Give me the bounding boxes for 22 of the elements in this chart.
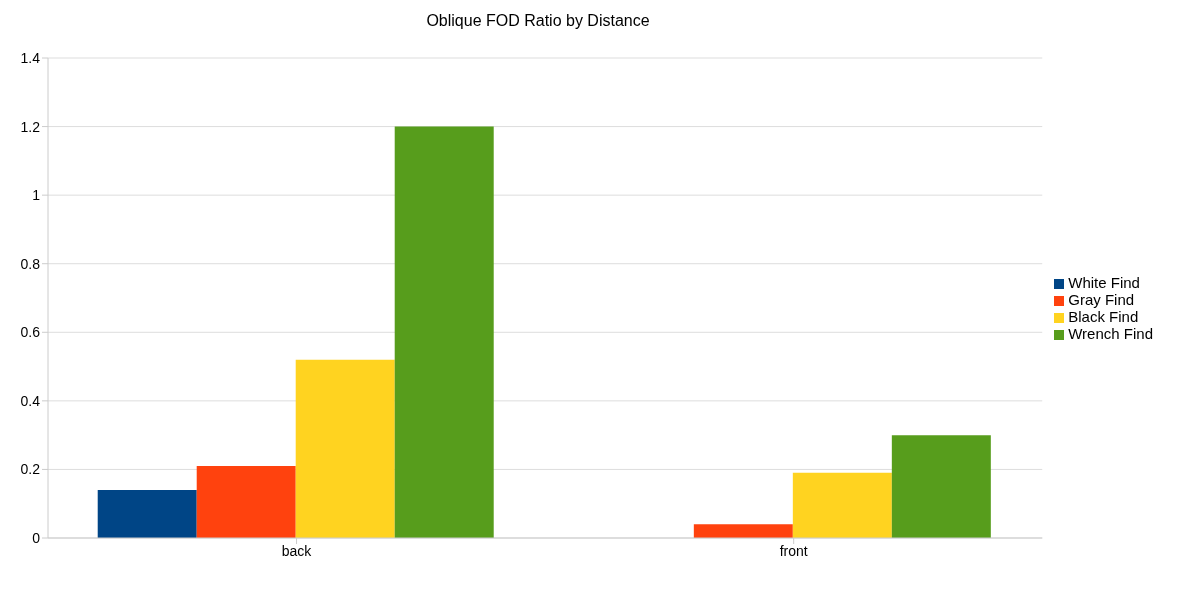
bar	[97, 490, 197, 538]
bar	[295, 359, 395, 538]
legend-label: Black Find	[1068, 308, 1139, 325]
y-tick-label: 0.4	[20, 392, 41, 409]
y-tick-label: 0.8	[20, 255, 41, 272]
bar	[394, 126, 494, 538]
y-tick-label: 1.2	[20, 118, 41, 135]
legend-label: White Find	[1068, 274, 1140, 291]
y-tick-label: 0	[32, 529, 41, 546]
bar	[196, 466, 296, 538]
x-tick-label: front	[779, 542, 808, 559]
y-tick-label: 1.4	[20, 49, 41, 66]
y-tick-label: 0.6	[20, 324, 41, 341]
x-tick-label: back	[281, 542, 313, 559]
y-tick-label: 1	[32, 187, 41, 204]
legend-label: Gray Find	[1068, 291, 1135, 308]
bar	[693, 524, 793, 538]
bar	[792, 472, 892, 538]
y-tick-label: 0.2	[20, 461, 41, 478]
bar	[891, 435, 991, 538]
chart-title: Oblique FOD Ratio by Distance	[425, 11, 651, 31]
legend-label: Wrench Find	[1068, 325, 1153, 342]
